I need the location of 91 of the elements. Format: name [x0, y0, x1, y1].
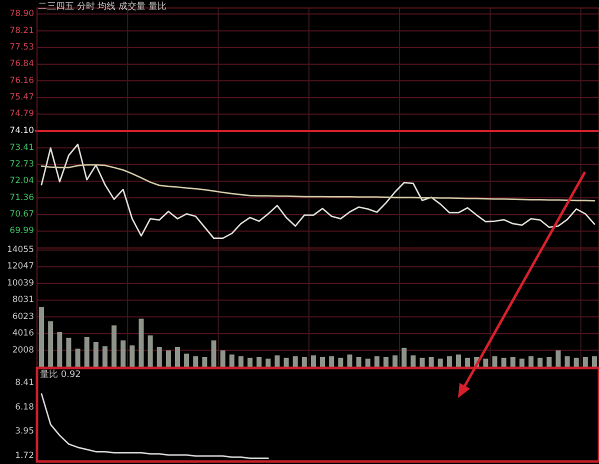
y-tick-label: 14055: [6, 245, 34, 255]
bar: [519, 358, 524, 367]
bar: [374, 356, 380, 367]
y-tick-label: 74.10: [10, 126, 34, 136]
bar: [402, 348, 407, 367]
y-tick-label: 4016: [12, 328, 34, 339]
y-tick-label: 72.73: [10, 159, 34, 170]
bar: [410, 355, 416, 367]
bar: [266, 358, 271, 367]
y-tick-label: 6.18: [15, 402, 34, 412]
bar: [465, 358, 470, 367]
bar: [57, 332, 62, 367]
y-tick-label: 76.84: [10, 59, 34, 70]
bar: [501, 358, 506, 367]
bar: [302, 357, 307, 367]
bar: [256, 357, 262, 367]
bar: [229, 354, 234, 367]
y-tick-label: 76.16: [10, 76, 34, 86]
bar: [320, 357, 326, 367]
bar: [310, 355, 316, 367]
bar: [383, 357, 388, 367]
bar: [48, 321, 54, 367]
bar: [102, 346, 108, 367]
bar: [274, 355, 280, 367]
bar: [120, 340, 126, 367]
y-tick-label: 2008: [12, 345, 34, 356]
bar: [166, 350, 171, 367]
bar: [202, 357, 208, 367]
y-tick-label: 77.53: [10, 42, 34, 52]
bar: [175, 347, 180, 367]
bar: [329, 356, 334, 367]
bar: [75, 348, 80, 367]
bar: [564, 356, 570, 367]
bar: [93, 342, 98, 367]
y-tick-label: 1.72: [15, 450, 34, 461]
y-tick-label: 8031: [12, 295, 34, 306]
bar: [456, 354, 461, 367]
y-tick-label: 78.21: [10, 26, 34, 36]
bar: [492, 356, 498, 367]
y-tick-label: 69.99: [10, 226, 34, 236]
bar: [392, 355, 398, 367]
y-tick-label: 78.90: [10, 9, 34, 19]
y-tick-label: 71.36: [10, 192, 34, 203]
y-tick-label: 73.41: [10, 142, 34, 153]
bar: [193, 356, 198, 367]
bar: [356, 357, 362, 367]
bar: [130, 345, 135, 367]
bar: [546, 357, 552, 367]
y-tick-label: 72.04: [10, 176, 34, 186]
bar: [592, 356, 597, 367]
line-series: [40, 144, 596, 239]
line-series: [40, 393, 269, 459]
line-series: [40, 164, 596, 202]
bar: [112, 325, 117, 367]
bar: [238, 356, 244, 367]
bar: [528, 356, 534, 367]
bar: [574, 358, 579, 367]
bar: [556, 350, 561, 367]
bar: [156, 347, 162, 367]
bar: [365, 358, 370, 367]
bar: [338, 358, 344, 367]
bar: [248, 358, 253, 367]
y-tick-label: 75.47: [10, 92, 34, 103]
bar: [292, 356, 298, 367]
bar: [39, 307, 44, 367]
bar: [66, 338, 72, 367]
bar: [138, 318, 144, 367]
y-tick-label: 74.79: [10, 109, 34, 120]
bar: [211, 340, 216, 367]
bar: [84, 337, 90, 367]
bar: [347, 354, 352, 367]
y-tick-label: 8.41: [15, 378, 34, 388]
bar: [582, 357, 588, 367]
bar: [184, 354, 190, 367]
bar: [148, 335, 153, 367]
y-tick-label: 12047: [6, 262, 34, 272]
bar: [420, 358, 425, 367]
bar: [538, 358, 543, 367]
bar: [483, 358, 488, 367]
y-tick-label: 70.67: [10, 210, 34, 220]
bar: [510, 357, 516, 367]
bar: [220, 350, 226, 367]
chart-title: 量比 0.92: [40, 369, 81, 380]
bar: [438, 358, 443, 367]
bar: [446, 356, 452, 367]
y-tick-label: 10039: [6, 278, 34, 288]
bar: [284, 358, 289, 367]
y-tick-label: 3.95: [15, 426, 34, 437]
chart-title: 二三四五 分时 均线 成交量 量比: [38, 1, 166, 12]
bar: [428, 357, 434, 367]
y-tick-label: 6023: [12, 312, 34, 322]
